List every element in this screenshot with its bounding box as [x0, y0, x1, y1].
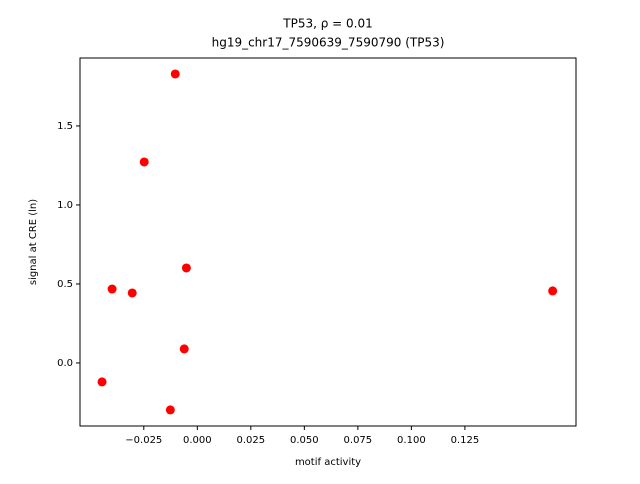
scatter-point [179, 344, 189, 354]
x-tick-label: 0.000 [183, 435, 212, 446]
y-tick-label: 1.5 [57, 121, 73, 132]
x-tick-label: 0.075 [344, 435, 373, 446]
scatter-point [181, 263, 191, 273]
chart-subtitle: hg19_chr17_7590639_7590790 (TP53) [212, 36, 445, 50]
scatter-point [170, 69, 180, 79]
scatter-point [97, 377, 107, 387]
x-tick-label: 0.125 [451, 435, 480, 446]
y-tick-label: 1.0 [57, 200, 73, 211]
y-tick-label: 0.5 [57, 279, 73, 290]
x-tick-label: 0.025 [237, 435, 266, 446]
y-tick-label: 0.0 [57, 358, 73, 369]
scatter-point [127, 288, 137, 298]
scatter-point [139, 157, 149, 167]
scatter-point [165, 405, 175, 415]
x-tick-label: 0.100 [397, 435, 426, 446]
x-axis-label: motif activity [295, 457, 361, 468]
x-tick-label: 0.050 [290, 435, 319, 446]
chart-title: TP53, ρ = 0.01 [282, 17, 372, 31]
x-tick-label: −0.025 [125, 435, 162, 446]
plot-frame [79, 57, 577, 427]
scatter-point [548, 286, 558, 296]
y-axis-label: signal at CRE (ln) [28, 199, 39, 285]
scatter-point [107, 284, 117, 294]
